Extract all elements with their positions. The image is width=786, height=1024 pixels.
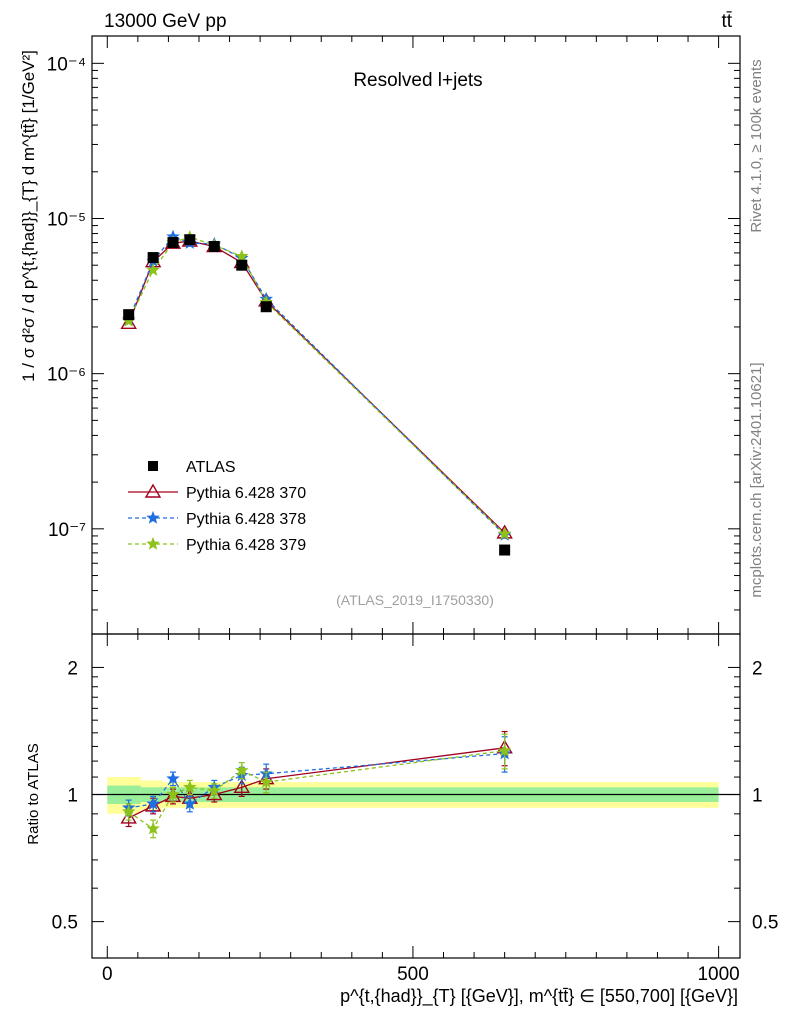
ratio-y-tick-label: 0.5 <box>752 913 778 934</box>
ratio-point <box>183 796 197 810</box>
ratio-y-tick-label: 1 <box>752 786 763 807</box>
ratio-point <box>497 743 512 757</box>
atlas-point <box>260 301 272 313</box>
series-point <box>497 526 512 540</box>
legend-marker <box>146 510 160 524</box>
rivet-label: Rivet 4.1.0, ≥ 100k events <box>748 59 765 232</box>
series-2 <box>121 229 512 541</box>
ratio-y-tick-label: 2 <box>67 658 78 679</box>
atlas-point <box>147 252 159 264</box>
ratio-y-tick-label: 1 <box>67 786 78 807</box>
series-point <box>120 314 137 329</box>
series-3 <box>121 229 512 540</box>
legend-label: Pythia 6.428 378 <box>186 511 306 528</box>
legend-marker <box>144 483 162 498</box>
legend-marker-atlas <box>148 461 158 471</box>
atlas-point <box>167 237 179 249</box>
y-axis-label-ratio: Ratio to ATLAS <box>25 743 42 844</box>
ratio-point <box>233 778 250 794</box>
ratio-series-1 <box>120 730 513 828</box>
series-point <box>235 249 249 263</box>
y-tick-label: 10⁻⁴ <box>47 54 86 75</box>
atlas-point <box>123 309 135 321</box>
y-axis-label-top: 1 / σ d²σ / d p^{t,{had}}_{T} d m^{tt̄} … <box>19 50 38 382</box>
atlas-point <box>236 259 248 271</box>
y-tick-label: 10⁻⁶ <box>47 365 86 386</box>
series-point <box>146 263 160 276</box>
ratio-point <box>235 763 249 777</box>
x-axis-label: p^{t,{had}}_{T} [{GeV}], m^{tt̄} ∈ [550,… <box>340 986 738 1007</box>
ratio-y-tick-label: 2 <box>752 658 763 679</box>
ratio-frame <box>91 633 741 959</box>
legend: ATLAS Pythia 6.428 370 Pythia 6.428 378 Pyt… <box>128 459 306 554</box>
ratio-panel: 0.5 0.5 1 1 2 2 <box>52 633 778 959</box>
energy-label: 13000 GeV pp <box>104 11 227 32</box>
ratio-point <box>146 821 160 835</box>
atlas-point <box>184 234 196 246</box>
atlas-point <box>499 544 511 556</box>
legend-label: Pythia 6.428 379 <box>186 537 306 554</box>
ratio-point <box>206 786 223 801</box>
series-1 <box>120 232 513 539</box>
x-tick-label: 500 <box>397 964 429 985</box>
series-line <box>128 236 506 535</box>
ratio-point <box>166 771 180 785</box>
ratio-y-tick-label: 0.5 <box>52 913 78 934</box>
ratio-point <box>121 804 136 818</box>
process-label: tt̄ <box>721 11 732 32</box>
analysis-label: (ATLAS_2019_I1750330) <box>336 592 494 608</box>
legend-marker <box>146 536 160 550</box>
legend-label: Pythia 6.428 370 <box>186 485 306 502</box>
ratio-point <box>183 780 197 794</box>
ratio-series-line <box>128 752 505 809</box>
legend-label-atlas: ATLAS <box>186 459 236 476</box>
ratio-series-3 <box>121 733 512 839</box>
x-tick-label: 1000 <box>697 964 739 985</box>
ratio-point <box>207 783 222 797</box>
x-tick-label: 0 <box>102 964 113 985</box>
mcplots-label: mcplots.cern.ch [arXiv:2401.10621] <box>748 362 765 597</box>
y-tick-label: 10⁻⁷ <box>48 520 86 541</box>
y-tick-label: 10⁻⁵ <box>47 209 86 230</box>
atlas-point <box>208 240 220 252</box>
ratio-point <box>146 796 160 810</box>
ratio-point <box>166 787 180 801</box>
atlas-data <box>123 234 511 556</box>
chart-title: Resolved l+jets <box>353 70 482 91</box>
ratio-point <box>259 775 273 788</box>
